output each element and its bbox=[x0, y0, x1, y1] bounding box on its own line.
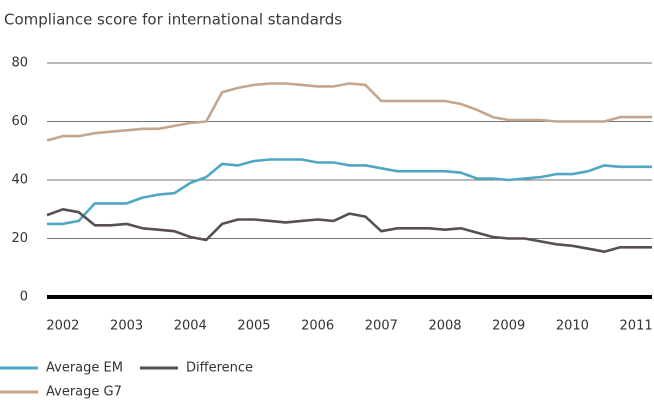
y-tick-label: 80 bbox=[11, 56, 28, 71]
x-tick-label: 2008 bbox=[428, 319, 461, 334]
x-tick-label: 2002 bbox=[46, 319, 79, 334]
series-line bbox=[47, 158, 652, 226]
x-tick-label: 2009 bbox=[492, 319, 525, 334]
series-line bbox=[46, 208, 652, 253]
x-tick-label: 2006 bbox=[301, 319, 334, 334]
x-tick-label: 2011 bbox=[620, 319, 653, 334]
y-tick-label: 60 bbox=[11, 114, 28, 129]
series-line bbox=[46, 82, 652, 142]
y-tick-label: 0 bbox=[20, 290, 28, 305]
x-tick-label: 2003 bbox=[110, 319, 143, 334]
y-tick-label: 40 bbox=[11, 173, 28, 188]
chart-title: Compliance score for international stand… bbox=[4, 11, 342, 29]
legend-label: Average G7 bbox=[46, 385, 122, 400]
legend-label: Average EM bbox=[46, 361, 123, 376]
x-tick-label: 2005 bbox=[237, 319, 270, 334]
legend-label: Difference bbox=[186, 361, 253, 376]
x-tick-label: 2010 bbox=[556, 319, 589, 334]
y-tick-label: 20 bbox=[11, 231, 28, 246]
x-tick-label: 2007 bbox=[365, 319, 398, 334]
x-tick-label: 2004 bbox=[174, 319, 207, 334]
